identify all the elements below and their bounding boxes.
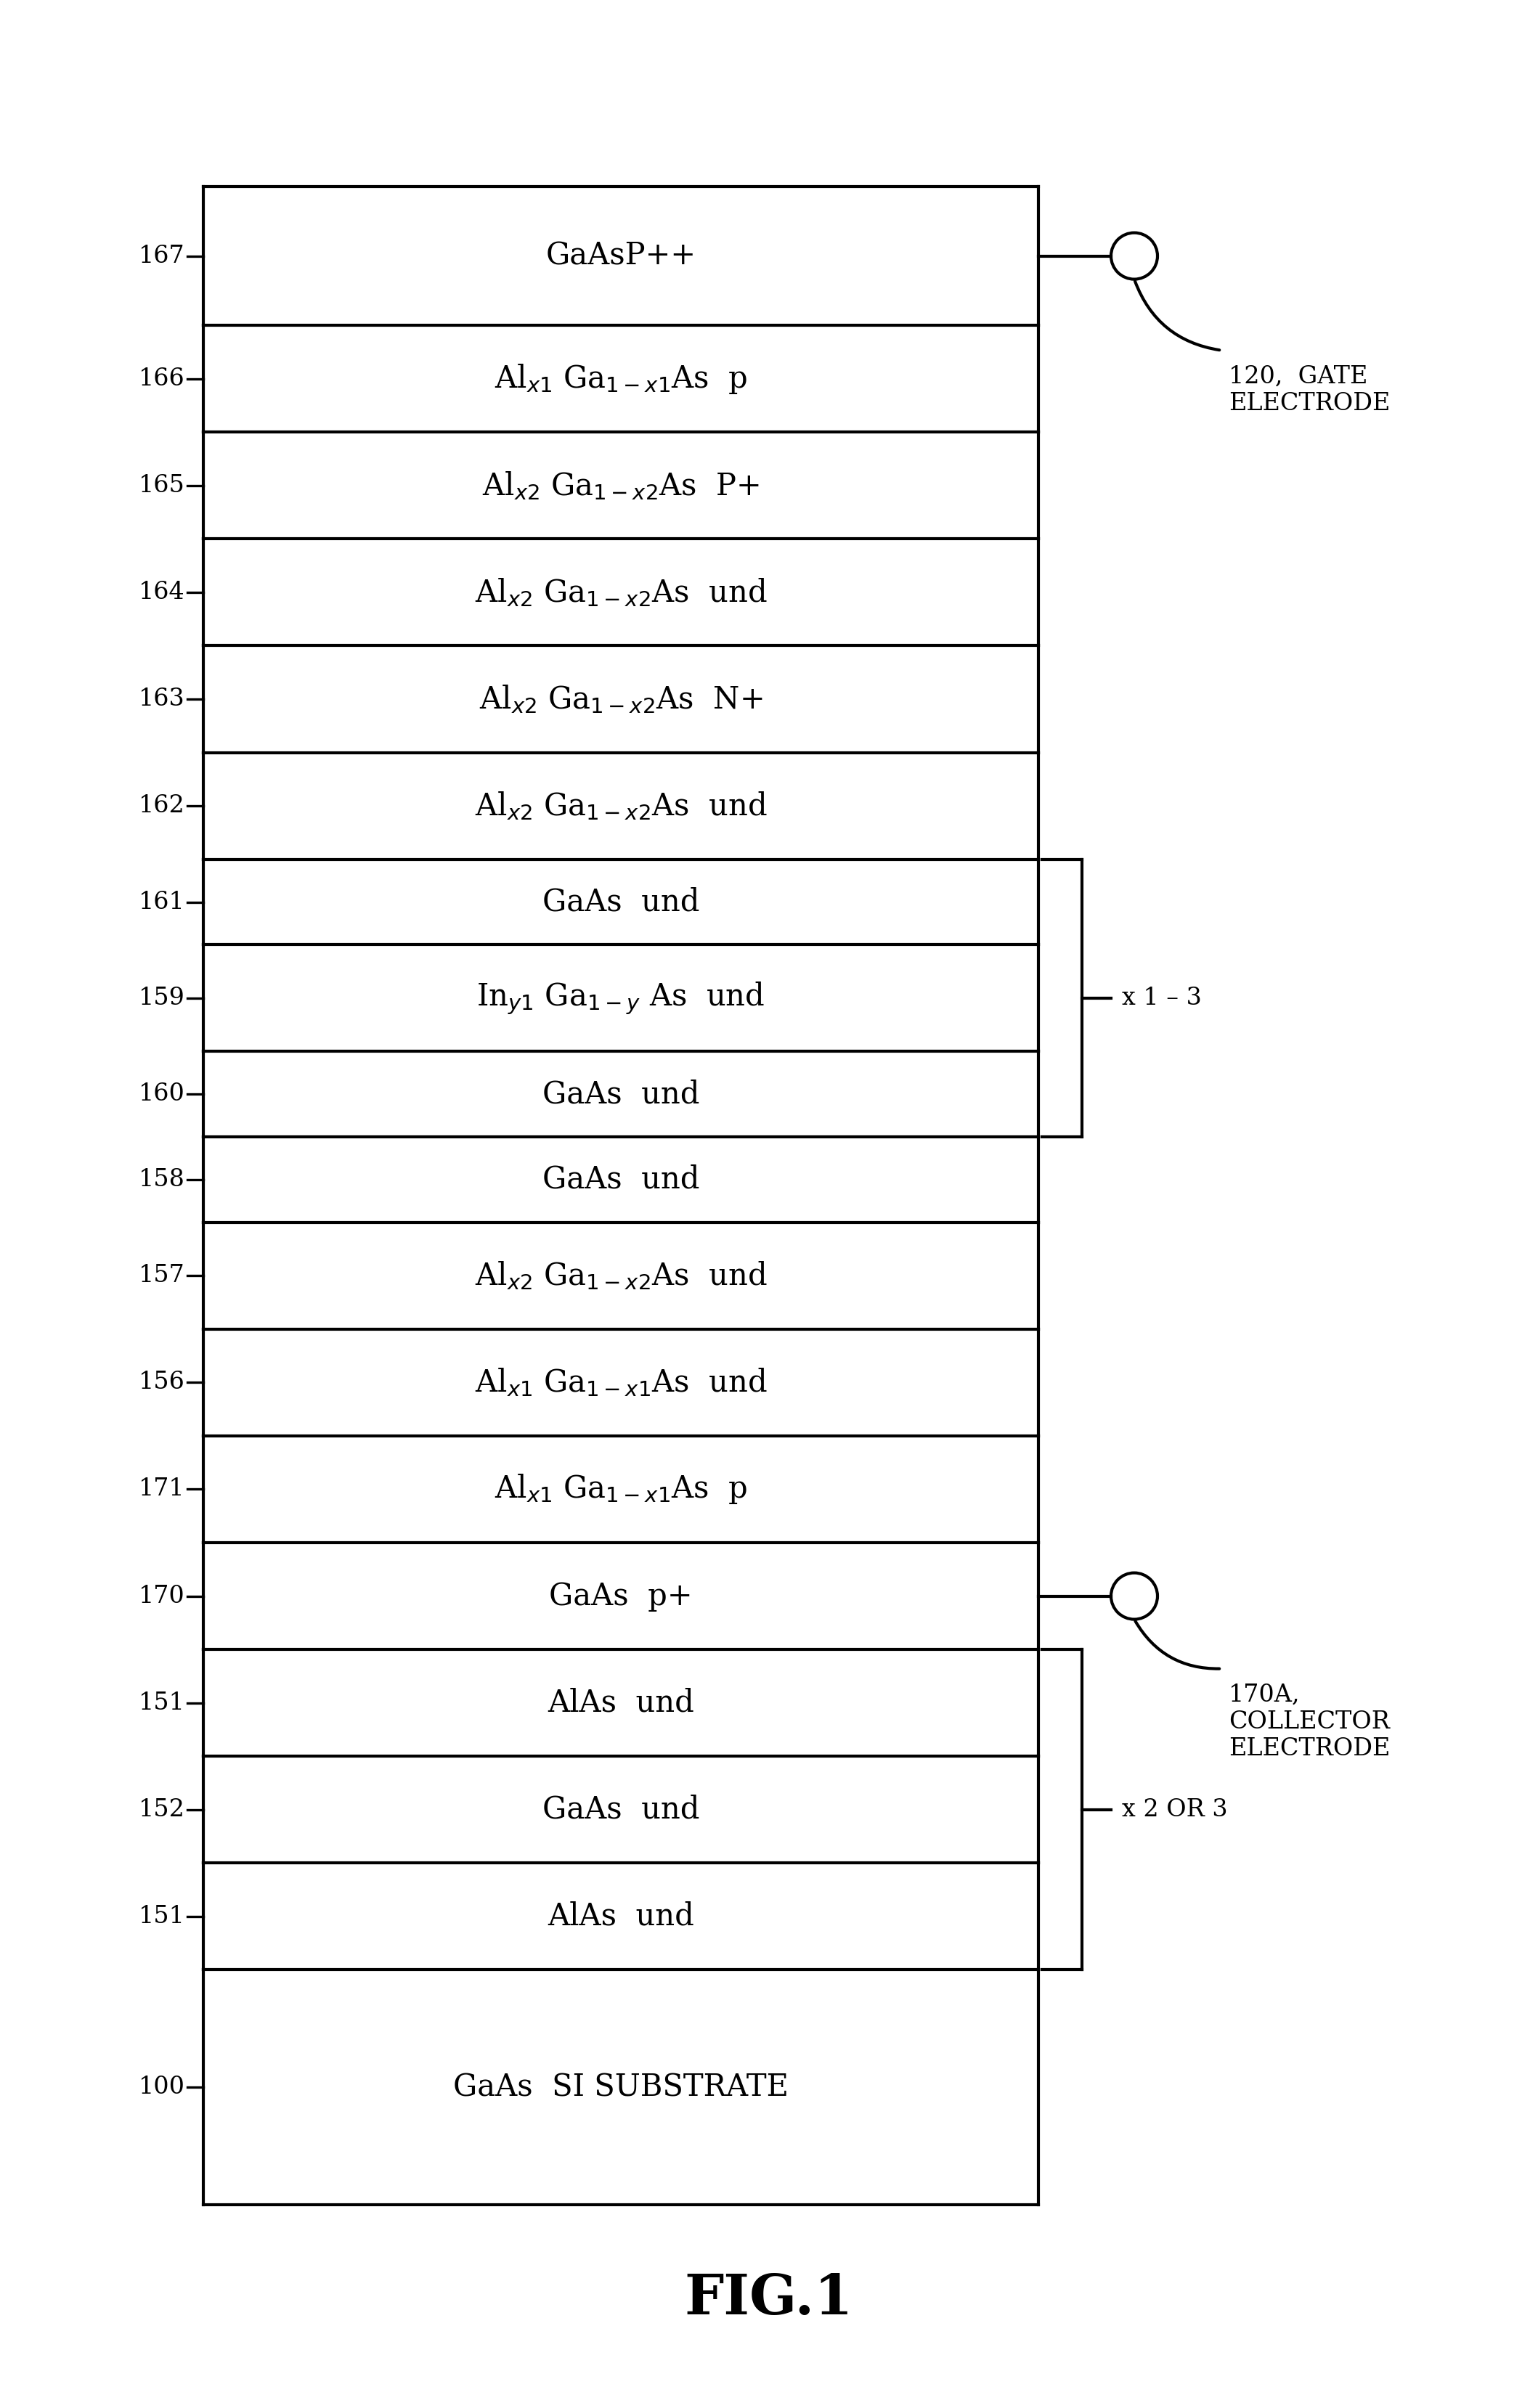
- Text: In$_{y1}$ Ga$_{1-y}$ As  und: In$_{y1}$ Ga$_{1-y}$ As und: [477, 980, 764, 1016]
- Text: Al$_{x1}$ Ga$_{1-x1}$As  und: Al$_{x1}$ Ga$_{1-x1}$As und: [475, 1368, 767, 1399]
- Text: x 1 – 3: x 1 – 3: [1121, 987, 1201, 1009]
- Text: GaAs  und: GaAs und: [543, 1794, 700, 1825]
- Text: 166: 166: [138, 366, 185, 390]
- Text: GaAs  SI SUBSTRATE: GaAs SI SUBSTRATE: [454, 2071, 789, 2102]
- Text: GaAs  p+: GaAs p+: [549, 1580, 692, 1611]
- Text: GaAsP++: GaAsP++: [546, 241, 697, 272]
- Text: Al$_{x2}$ Ga$_{1-x2}$As  und: Al$_{x2}$ Ga$_{1-x2}$As und: [475, 576, 767, 609]
- Text: 151: 151: [138, 1690, 185, 1714]
- Text: 163: 163: [138, 689, 185, 710]
- Text: 160: 160: [138, 1084, 185, 1105]
- Text: 151: 151: [138, 1905, 185, 1929]
- Text: GaAs  und: GaAs und: [543, 886, 700, 917]
- Text: 159: 159: [138, 987, 185, 1009]
- Text: x 2 OR 3: x 2 OR 3: [1121, 1799, 1227, 1820]
- Text: 171: 171: [138, 1479, 185, 1500]
- Text: 165: 165: [138, 474, 185, 496]
- Text: 157: 157: [138, 1264, 185, 1288]
- Text: AlAs  und: AlAs und: [548, 1902, 694, 1931]
- Text: AlAs  und: AlAs und: [548, 1688, 694, 1717]
- Text: Al$_{x1}$ Ga$_{1-x1}$As  p: Al$_{x1}$ Ga$_{1-x1}$As p: [494, 1474, 747, 1505]
- Text: Al$_{x2}$ Ga$_{1-x2}$As  und: Al$_{x2}$ Ga$_{1-x2}$As und: [475, 790, 767, 821]
- Text: 170A,
COLLECTOR
ELECTRODE: 170A, COLLECTOR ELECTRODE: [1229, 1683, 1390, 1760]
- Text: 162: 162: [138, 795, 185, 819]
- Text: 158: 158: [138, 1168, 185, 1192]
- Text: Al$_{x2}$ Ga$_{1-x2}$As  und: Al$_{x2}$ Ga$_{1-x2}$As und: [475, 1259, 767, 1291]
- Text: 120,  GATE
ELECTRODE: 120, GATE ELECTRODE: [1229, 366, 1390, 414]
- Text: Al$_{x1}$ Ga$_{1-x1}$As  p: Al$_{x1}$ Ga$_{1-x1}$As p: [494, 361, 747, 395]
- Text: GaAs  und: GaAs und: [543, 1165, 700, 1194]
- Text: Al$_{x2}$ Ga$_{1-x2}$As  N+: Al$_{x2}$ Ga$_{1-x2}$As N+: [478, 684, 763, 715]
- Text: 170: 170: [138, 1584, 185, 1609]
- Text: 152: 152: [138, 1799, 185, 1820]
- Text: 156: 156: [138, 1370, 185, 1394]
- Text: 161: 161: [138, 891, 185, 913]
- Text: GaAs  und: GaAs und: [543, 1079, 700, 1110]
- Text: Al$_{x2}$ Ga$_{1-x2}$As  P+: Al$_{x2}$ Ga$_{1-x2}$As P+: [481, 470, 760, 501]
- Text: 100: 100: [138, 2076, 185, 2100]
- Text: 164: 164: [138, 580, 185, 604]
- Text: FIG.1: FIG.1: [684, 2273, 854, 2326]
- Text: 167: 167: [138, 243, 185, 267]
